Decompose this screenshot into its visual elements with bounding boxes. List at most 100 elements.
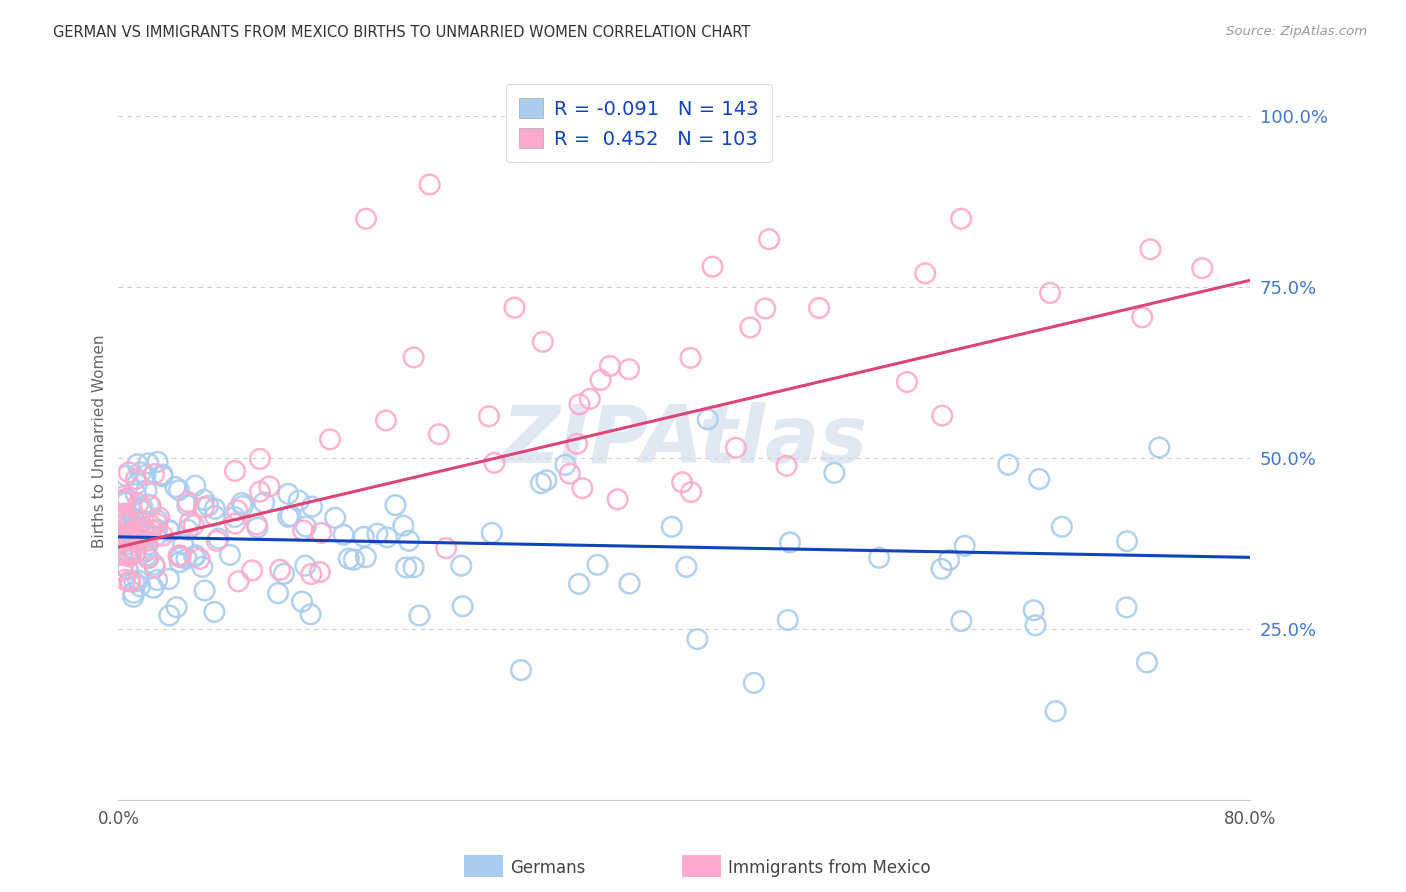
Point (267, 586, 290, 600)
Point (249, 484, 271, 499)
Point (337, 551, 360, 566)
Point (299, 607, 322, 622)
Point (139, 499, 162, 513)
Point (228, 574, 250, 589)
Point (1191, 261, 1213, 276)
Point (127, 574, 149, 588)
Point (127, 457, 149, 471)
Point (146, 513, 169, 527)
Point (194, 583, 217, 598)
Text: GERMAN VS IMMIGRANTS FROM MEXICO BIRTHS TO UNMARRIED WOMEN CORRELATION CHART: GERMAN VS IMMIGRANTS FROM MEXICO BIRTHS … (53, 25, 751, 40)
Point (135, 468, 157, 483)
Point (111, 532, 134, 546)
Point (419, 178, 441, 192)
Point (115, 546, 138, 560)
Point (679, 351, 702, 365)
Point (343, 552, 366, 566)
Point (775, 458, 797, 473)
Point (135, 533, 157, 548)
Point (398, 533, 420, 548)
Point (868, 550, 890, 565)
Point (202, 605, 225, 619)
Point (571, 481, 593, 495)
Point (118, 549, 141, 564)
Point (120, 543, 142, 558)
Point (354, 550, 377, 565)
Point (169, 555, 191, 569)
Point (1136, 656, 1159, 670)
Point (112, 507, 135, 521)
Point (408, 608, 430, 623)
Point (273, 566, 295, 581)
Point (224, 510, 246, 524)
Point (142, 581, 165, 595)
Point (152, 528, 174, 542)
Point (157, 523, 180, 537)
Point (779, 535, 801, 549)
Point (299, 567, 322, 582)
Point (354, 211, 377, 226)
Point (246, 517, 269, 532)
Point (135, 549, 157, 563)
Point (143, 558, 166, 572)
Point (249, 451, 271, 466)
Point (606, 492, 628, 507)
Point (146, 523, 169, 537)
Point (111, 526, 134, 541)
Point (1028, 472, 1050, 486)
Point (124, 515, 146, 529)
Point (135, 483, 157, 498)
Point (124, 524, 146, 538)
Point (675, 560, 697, 574)
Point (1045, 704, 1067, 718)
Point (896, 375, 918, 389)
Point (124, 546, 146, 560)
Point (159, 524, 181, 538)
Point (128, 531, 150, 545)
Point (135, 544, 157, 558)
Point (114, 492, 136, 507)
Point (129, 465, 152, 479)
Point (191, 560, 214, 574)
Point (122, 511, 145, 525)
Point (938, 553, 960, 567)
Point (152, 467, 174, 482)
Point (118, 466, 141, 480)
Point (240, 564, 263, 578)
Point (1024, 618, 1046, 632)
Point (127, 528, 149, 542)
Point (127, 513, 149, 527)
Point (332, 527, 354, 541)
Point (294, 558, 316, 573)
Point (132, 521, 155, 535)
Point (176, 551, 198, 566)
Point (167, 483, 190, 498)
Point (253, 495, 276, 509)
Point (114, 513, 136, 527)
Point (586, 558, 609, 572)
Point (219, 548, 242, 562)
Point (226, 503, 249, 517)
Point (121, 533, 143, 547)
Point (578, 392, 600, 406)
Point (224, 516, 246, 531)
Point (165, 480, 187, 494)
Point (139, 518, 162, 533)
Point (125, 472, 148, 486)
Point (451, 599, 474, 614)
Point (205, 533, 228, 548)
Point (111, 508, 134, 523)
Point (269, 563, 291, 577)
Point (287, 493, 309, 508)
Point (136, 527, 159, 541)
Point (145, 530, 167, 544)
Point (295, 519, 318, 533)
Point (143, 467, 166, 482)
Point (193, 500, 215, 515)
Point (166, 600, 188, 615)
Point (111, 518, 134, 533)
Point (402, 351, 425, 365)
Point (167, 549, 190, 563)
Point (914, 266, 936, 280)
Point (204, 501, 226, 516)
